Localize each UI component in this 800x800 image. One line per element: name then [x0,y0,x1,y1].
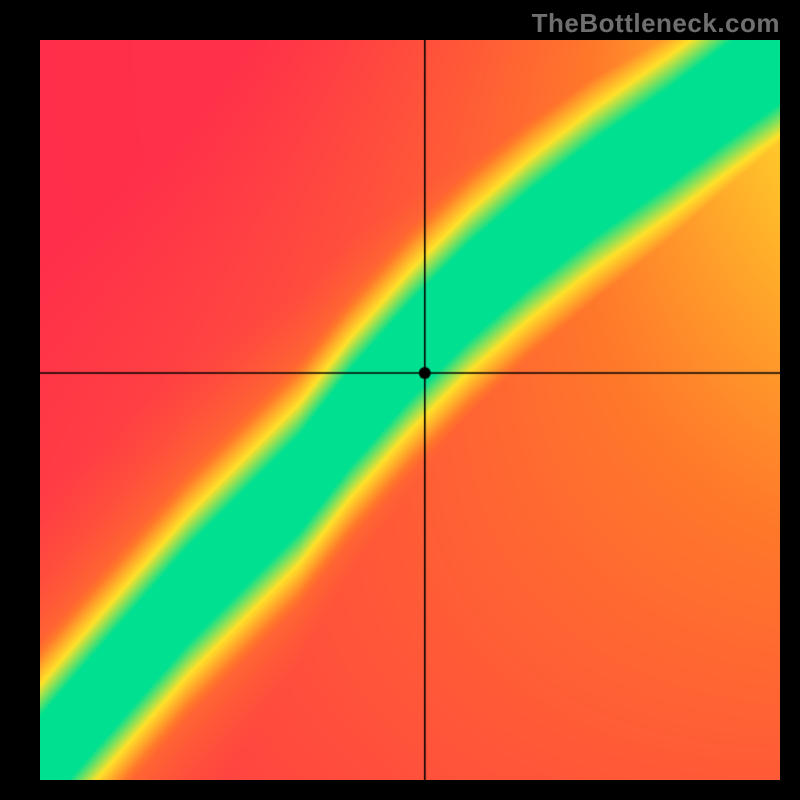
frame: TheBottleneck.com [0,0,800,800]
heatmap-chart [40,40,780,780]
watermark-text: TheBottleneck.com [532,8,780,39]
heatmap-canvas [40,40,780,780]
